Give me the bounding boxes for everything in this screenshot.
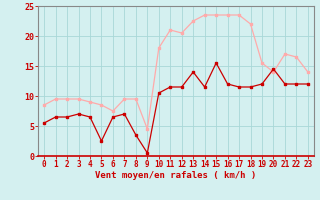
- X-axis label: Vent moyen/en rafales ( km/h ): Vent moyen/en rafales ( km/h ): [95, 171, 257, 180]
